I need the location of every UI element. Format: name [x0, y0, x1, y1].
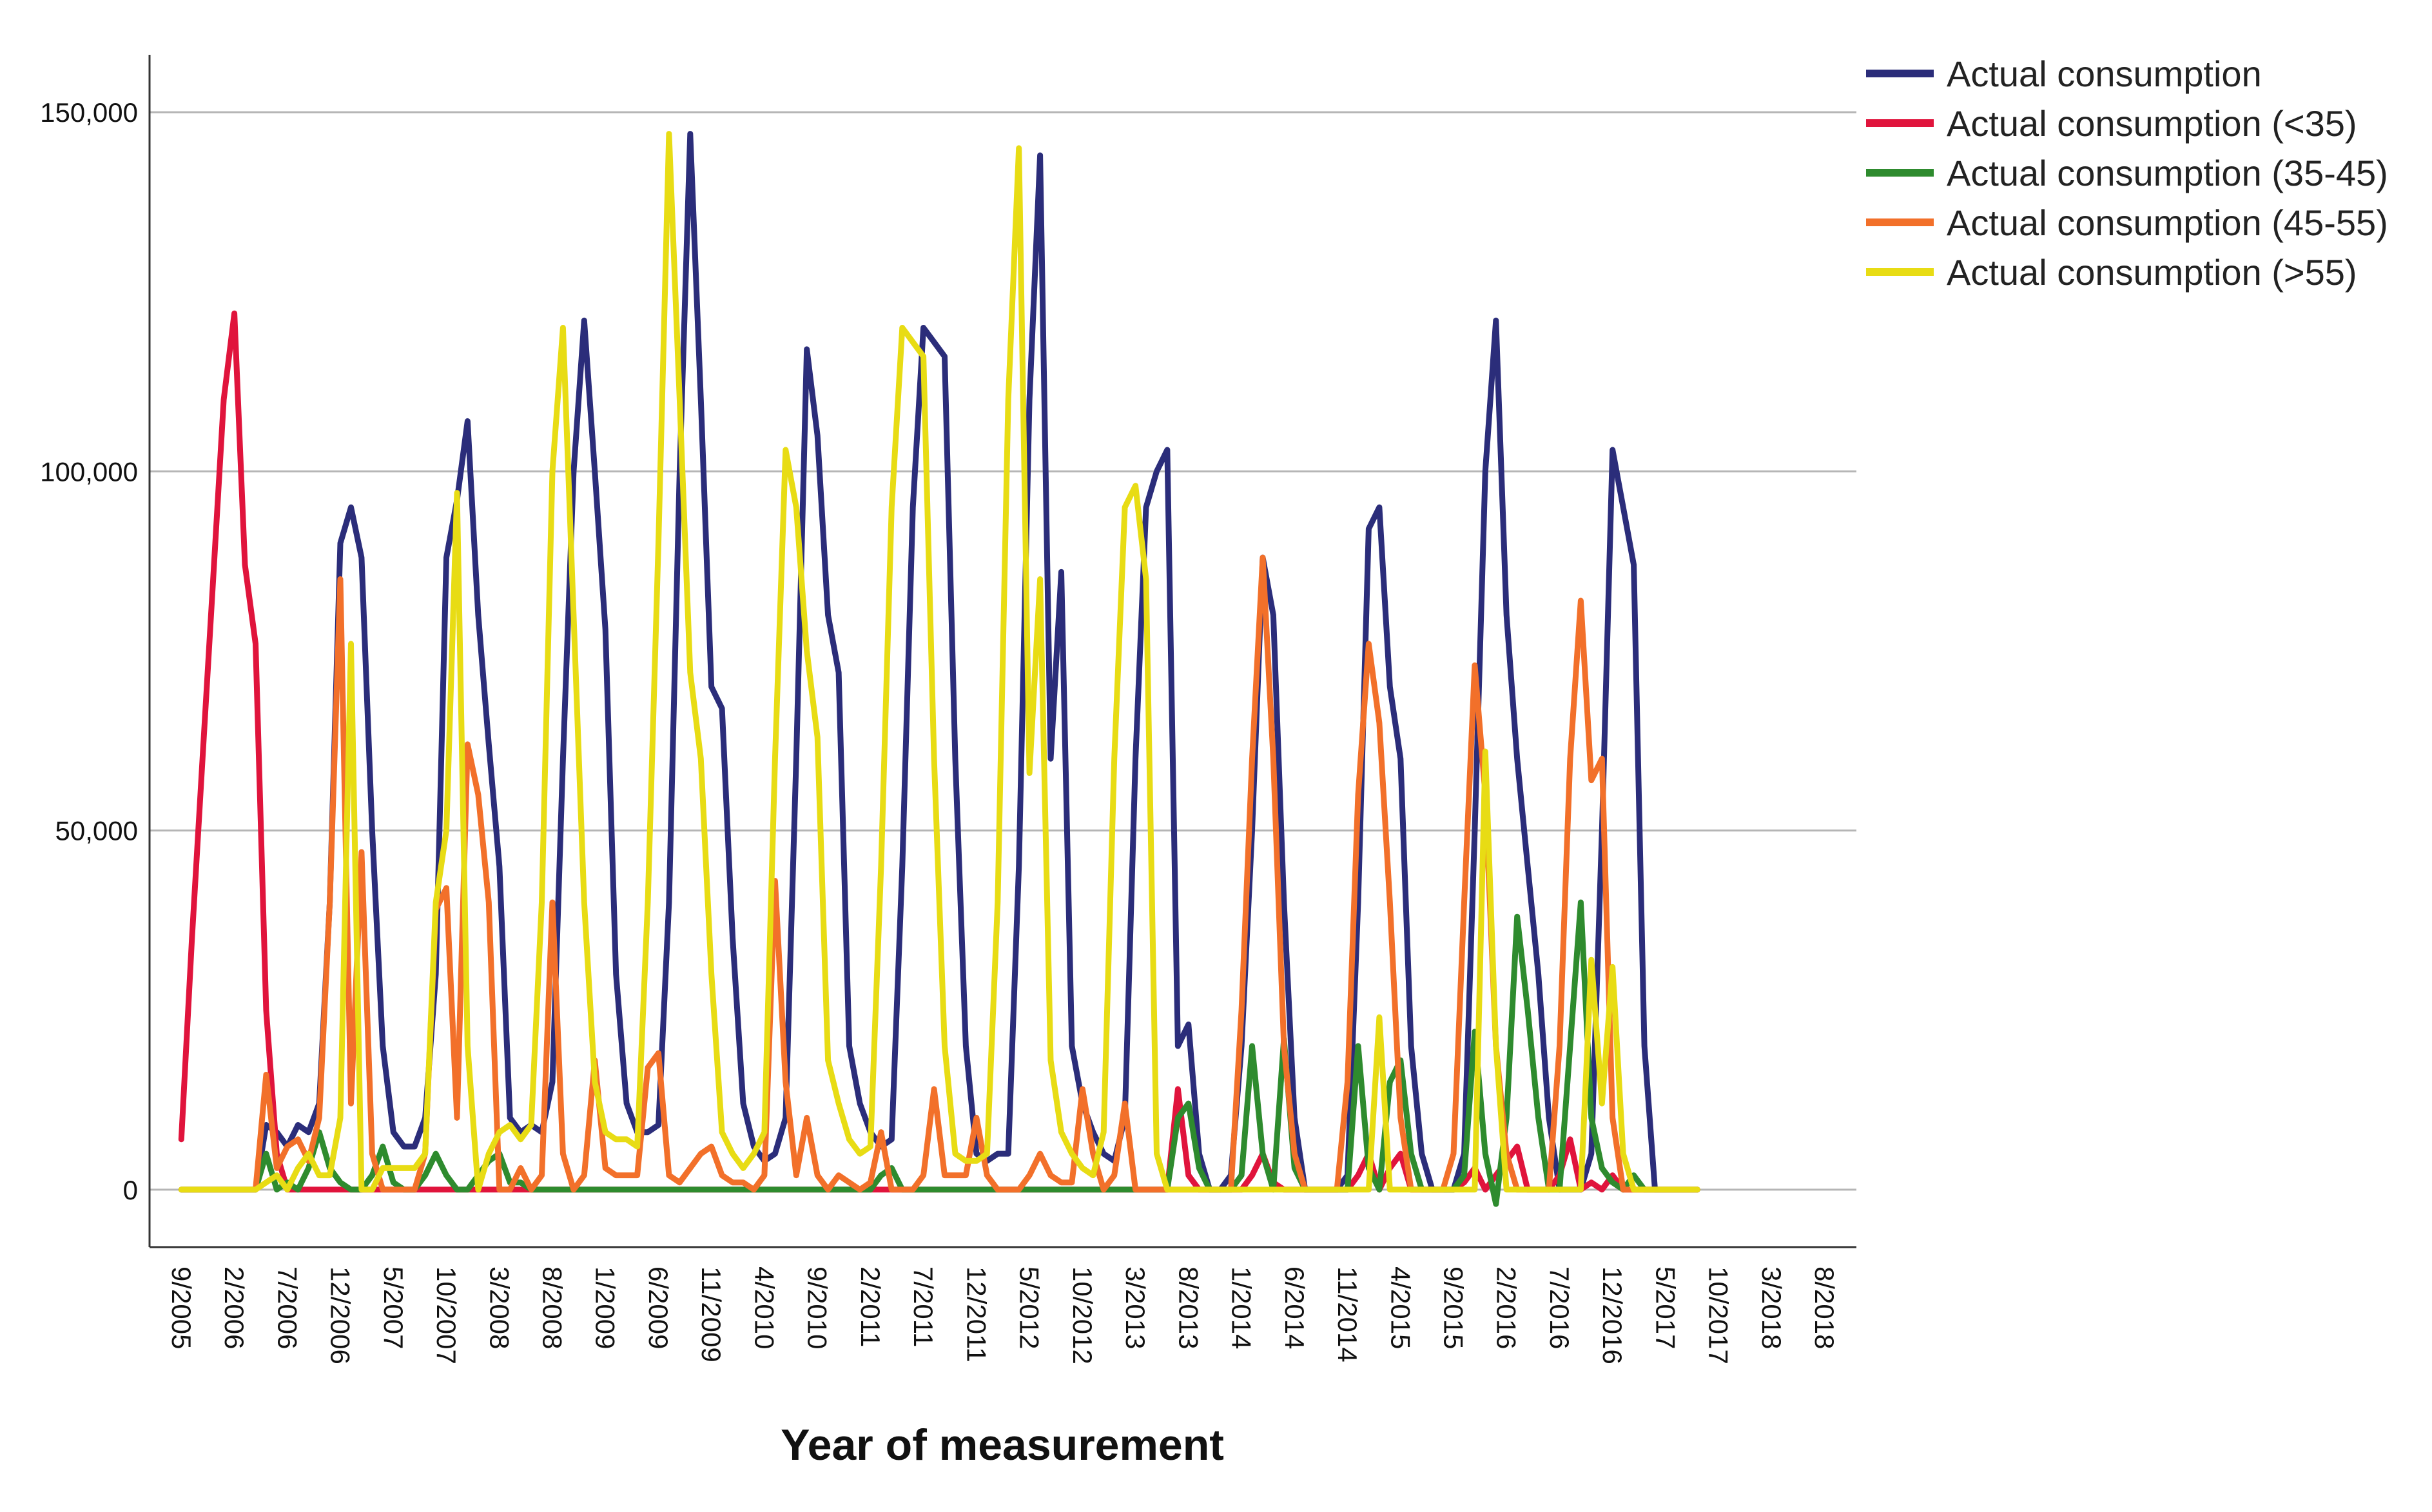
x-tick-label: 7/2006	[272, 1266, 302, 1349]
series-line	[178, 131, 1700, 1193]
x-tick-label: 11/2014	[1332, 1266, 1363, 1362]
y-axis-ticks: 0 50,000 100,000 150,000	[40, 97, 138, 1205]
x-tick-label: 5/2012	[1015, 1266, 1045, 1349]
x-tick-label: 1/2014	[1227, 1266, 1257, 1349]
legend-label: Actual consumption (35-45)	[1947, 153, 2388, 193]
x-tick-label: 6/2014	[1279, 1266, 1310, 1349]
x-tick-label: 11/2009	[696, 1266, 726, 1362]
x-tick-label: 9/2005	[166, 1266, 197, 1349]
x-tick-label: 2/2011	[855, 1266, 886, 1347]
series-line	[178, 899, 1700, 1207]
x-tick-label: 8/2018	[1809, 1266, 1840, 1349]
y-tick-label: 50,000	[55, 816, 138, 846]
legend-label: Actual consumption	[1947, 53, 2262, 94]
x-tick-label: 5/2007	[378, 1266, 409, 1349]
x-tick-label: 9/2010	[803, 1266, 833, 1349]
legend-label: Actual consumption (45-55)	[1947, 202, 2388, 243]
x-tick-label: 9/2015	[1439, 1266, 1469, 1349]
x-tick-label: 5/2017	[1650, 1266, 1680, 1349]
x-tick-label: 3/2018	[1756, 1266, 1787, 1349]
x-tick-label: 7/2016	[1544, 1266, 1575, 1349]
x-tick-label: 10/2017	[1704, 1266, 1734, 1364]
legend-label: Actual consumption (<35)	[1947, 103, 2357, 144]
x-tick-label: 10/2012	[1067, 1266, 1098, 1364]
y-tick-label: 0	[123, 1175, 138, 1205]
x-tick-label: 8/2013	[1173, 1266, 1203, 1349]
x-tick-label: 4/2010	[749, 1266, 779, 1349]
x-tick-label: 1/2009	[590, 1266, 621, 1349]
x-tick-label: 4/2015	[1385, 1266, 1415, 1349]
series-line	[178, 131, 1700, 1193]
x-tick-label: 2/2016	[1492, 1266, 1522, 1349]
x-tick-label: 3/2013	[1120, 1266, 1151, 1349]
x-tick-label: 10/2007	[431, 1266, 462, 1364]
x-tick-label: 12/2011	[961, 1266, 991, 1362]
axes	[148, 55, 1856, 1248]
x-tick-label: 3/2008	[484, 1266, 514, 1349]
series-lines	[178, 131, 1700, 1207]
x-axis-title: Year of measurement	[781, 1420, 1224, 1469]
y-tick-label: 150,000	[40, 97, 138, 128]
x-tick-label: 8/2008	[537, 1266, 567, 1349]
legend-label: Actual consumption (>55)	[1947, 252, 2357, 293]
x-tick-label: 6/2009	[643, 1266, 674, 1349]
x-tick-label: 7/2011	[908, 1266, 939, 1347]
legend: Actual consumption Actual consumption (<3…	[1866, 53, 2388, 293]
x-tick-label: 12/2016	[1597, 1266, 1628, 1364]
series-line	[178, 554, 1700, 1193]
y-tick-label: 100,000	[40, 456, 138, 487]
x-axis-ticks: 9/2005 2/2006 7/2006 12/2006 5/2007 10/2007 3/…	[166, 1266, 1840, 1364]
x-tick-label: 2/2006	[219, 1266, 249, 1349]
x-tick-label: 12/2006	[326, 1266, 356, 1364]
